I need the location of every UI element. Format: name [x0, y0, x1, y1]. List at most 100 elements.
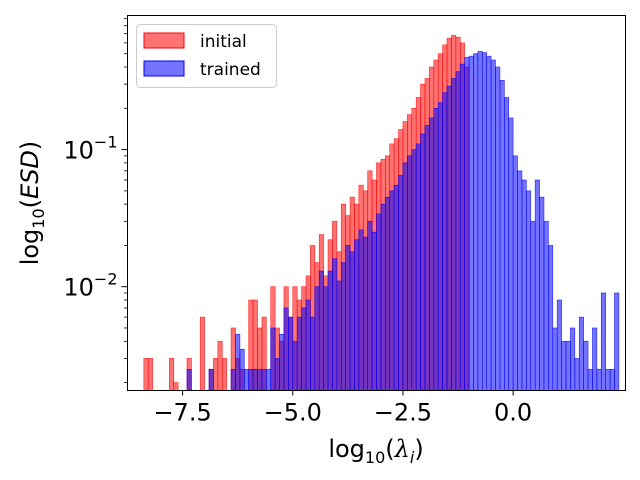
- bar-trained-80: [574, 358, 580, 391]
- bar-trained-31: [358, 229, 364, 391]
- bar-trained-45: [420, 133, 426, 391]
- bar-trained-22: [318, 270, 324, 391]
- bar-trained-10: [266, 368, 272, 391]
- bar-trained-8: [257, 368, 263, 391]
- bar-trained-9: [261, 368, 267, 391]
- x-tick-label-0: −7.5: [153, 399, 211, 427]
- bar-initial-0: [143, 358, 149, 391]
- bar-trained-1: [208, 368, 214, 391]
- bar-trained-68: [521, 179, 527, 391]
- bar-trained-70: [530, 220, 536, 391]
- bar-trained-36: [380, 203, 386, 391]
- bar-trained-35: [376, 213, 382, 391]
- bar-trained-87: [605, 368, 611, 391]
- axes-frame: [127, 15, 626, 391]
- bar-trained-50: [442, 92, 448, 391]
- bar-trained-44: [415, 143, 421, 391]
- bar-trained-48: [433, 107, 439, 391]
- bar-trained-14: [283, 307, 289, 391]
- bar-trained-0: [186, 368, 192, 391]
- bar-trained-81: [578, 316, 584, 391]
- bar-trained-21: [314, 286, 320, 391]
- bar-trained-60: [486, 55, 492, 391]
- bar-trained-82: [583, 340, 589, 391]
- bar-trained-4: [239, 348, 245, 391]
- bar-trained-12: [274, 358, 280, 391]
- y-tick-label-0: 10−1: [63, 133, 117, 165]
- x-axis-label: log10(λi): [328, 435, 423, 467]
- bar-trained-86: [600, 292, 606, 391]
- bar-trained-69: [526, 190, 532, 391]
- bar-trained-53: [455, 71, 461, 391]
- bar-trained-34: [371, 231, 377, 391]
- bar-trained-18: [301, 307, 307, 391]
- bars-layer: [143, 35, 620, 391]
- bar-trained-84: [592, 327, 598, 391]
- bar-trained-49: [437, 102, 443, 391]
- bar-initial-5: [199, 316, 205, 391]
- bar-trained-85: [596, 368, 602, 391]
- ticks-layer: −7.5 −5.0 −2.5 0.0 10−1 10−2: [63, 18, 532, 427]
- bar-trained-75: [552, 327, 558, 391]
- bar-trained-37: [385, 196, 391, 391]
- bar-initial-9: [221, 358, 227, 391]
- bar-trained-42: [407, 155, 413, 391]
- x-tick-label-2: −2.5: [374, 399, 432, 427]
- x-tick-label-1: −5.0: [264, 399, 322, 427]
- bar-trained-39: [393, 184, 399, 391]
- bar-trained-46: [424, 125, 430, 391]
- bar-trained-57: [473, 53, 479, 391]
- bar-trained-33: [367, 220, 373, 391]
- bar-trained-66: [512, 155, 518, 391]
- legend-label-initial: initial: [200, 32, 247, 52]
- bar-trained-40: [398, 174, 404, 391]
- bar-trained-27: [340, 262, 346, 391]
- bar-trained-51: [446, 85, 452, 391]
- bar-trained-26: [336, 280, 342, 391]
- bar-trained-38: [389, 190, 395, 391]
- bar-trained-20: [310, 316, 316, 391]
- y-tick-label-1: 10−2: [63, 270, 117, 302]
- bar-trained-52: [451, 78, 457, 391]
- bar-trained-3: [235, 333, 241, 391]
- y-axis-label: log10(ESD): [16, 141, 48, 266]
- legend-swatch-initial: [143, 32, 185, 49]
- bar-trained-73: [543, 220, 549, 391]
- bar-trained-32: [362, 236, 368, 391]
- bar-trained-79: [570, 327, 576, 391]
- legend-label-trained: trained: [200, 60, 261, 80]
- legend-swatch-trained: [143, 60, 185, 77]
- bar-trained-54: [459, 63, 465, 391]
- bar-trained-47: [429, 117, 435, 391]
- bar-trained-30: [354, 239, 360, 391]
- bar-trained-61: [490, 59, 496, 391]
- bar-trained-24: [327, 270, 333, 391]
- bar-trained-41: [402, 162, 408, 391]
- bar-trained-7: [252, 368, 258, 391]
- bar-trained-63: [499, 80, 505, 391]
- bar-trained-88: [609, 368, 615, 391]
- bar-trained-43: [411, 149, 417, 391]
- bar-trained-78: [565, 340, 571, 391]
- bar-initial-3: [173, 382, 179, 391]
- bar-initial-8: [217, 340, 223, 391]
- bar-trained-13: [279, 333, 285, 391]
- bar-trained-74: [548, 245, 554, 391]
- bar-trained-76: [556, 299, 562, 391]
- bar-trained-65: [508, 117, 514, 391]
- bar-trained-72: [539, 196, 545, 391]
- bar-trained-11: [270, 327, 276, 391]
- bar-trained-58: [477, 51, 483, 391]
- bar-initial-1: [147, 358, 153, 391]
- bar-trained-55: [464, 57, 470, 391]
- bar-trained-89: [614, 292, 620, 391]
- bar-trained-29: [349, 251, 355, 391]
- bar-trained-83: [587, 368, 593, 391]
- bar-trained-67: [517, 170, 523, 391]
- bar-trained-2: [230, 368, 236, 391]
- bar-trained-56: [468, 55, 474, 391]
- legend: initial trained: [136, 24, 277, 88]
- bar-trained-16: [292, 340, 298, 391]
- bar-trained-19: [305, 299, 311, 391]
